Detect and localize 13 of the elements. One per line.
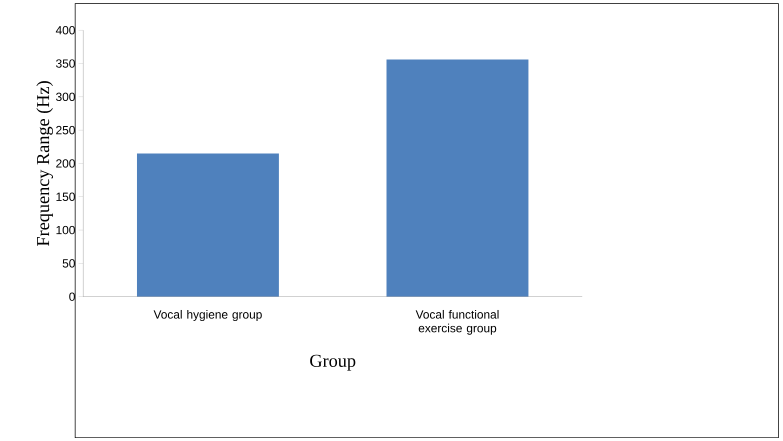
y-tick-label: 300 xyxy=(56,92,75,101)
y-tick-label: 100 xyxy=(56,226,75,234)
y-tick-label: 250 xyxy=(56,126,75,134)
y-axis-title: Frequency Range (Hz) xyxy=(36,80,53,246)
y-tick-label: 50 xyxy=(62,258,75,268)
y-tick-label: 150 xyxy=(56,192,75,201)
y-tick-label: 400 xyxy=(56,26,75,34)
x-tick-label: Vocal functional exercise group xyxy=(416,310,499,335)
y-tick-label: 0 xyxy=(69,292,75,301)
y-tick-label: 350 xyxy=(56,59,75,68)
y-tick-label: 200 xyxy=(56,159,75,168)
x-tick-label: Vocal hygiene group xyxy=(154,310,262,321)
x-axis-title: Group xyxy=(310,354,356,370)
